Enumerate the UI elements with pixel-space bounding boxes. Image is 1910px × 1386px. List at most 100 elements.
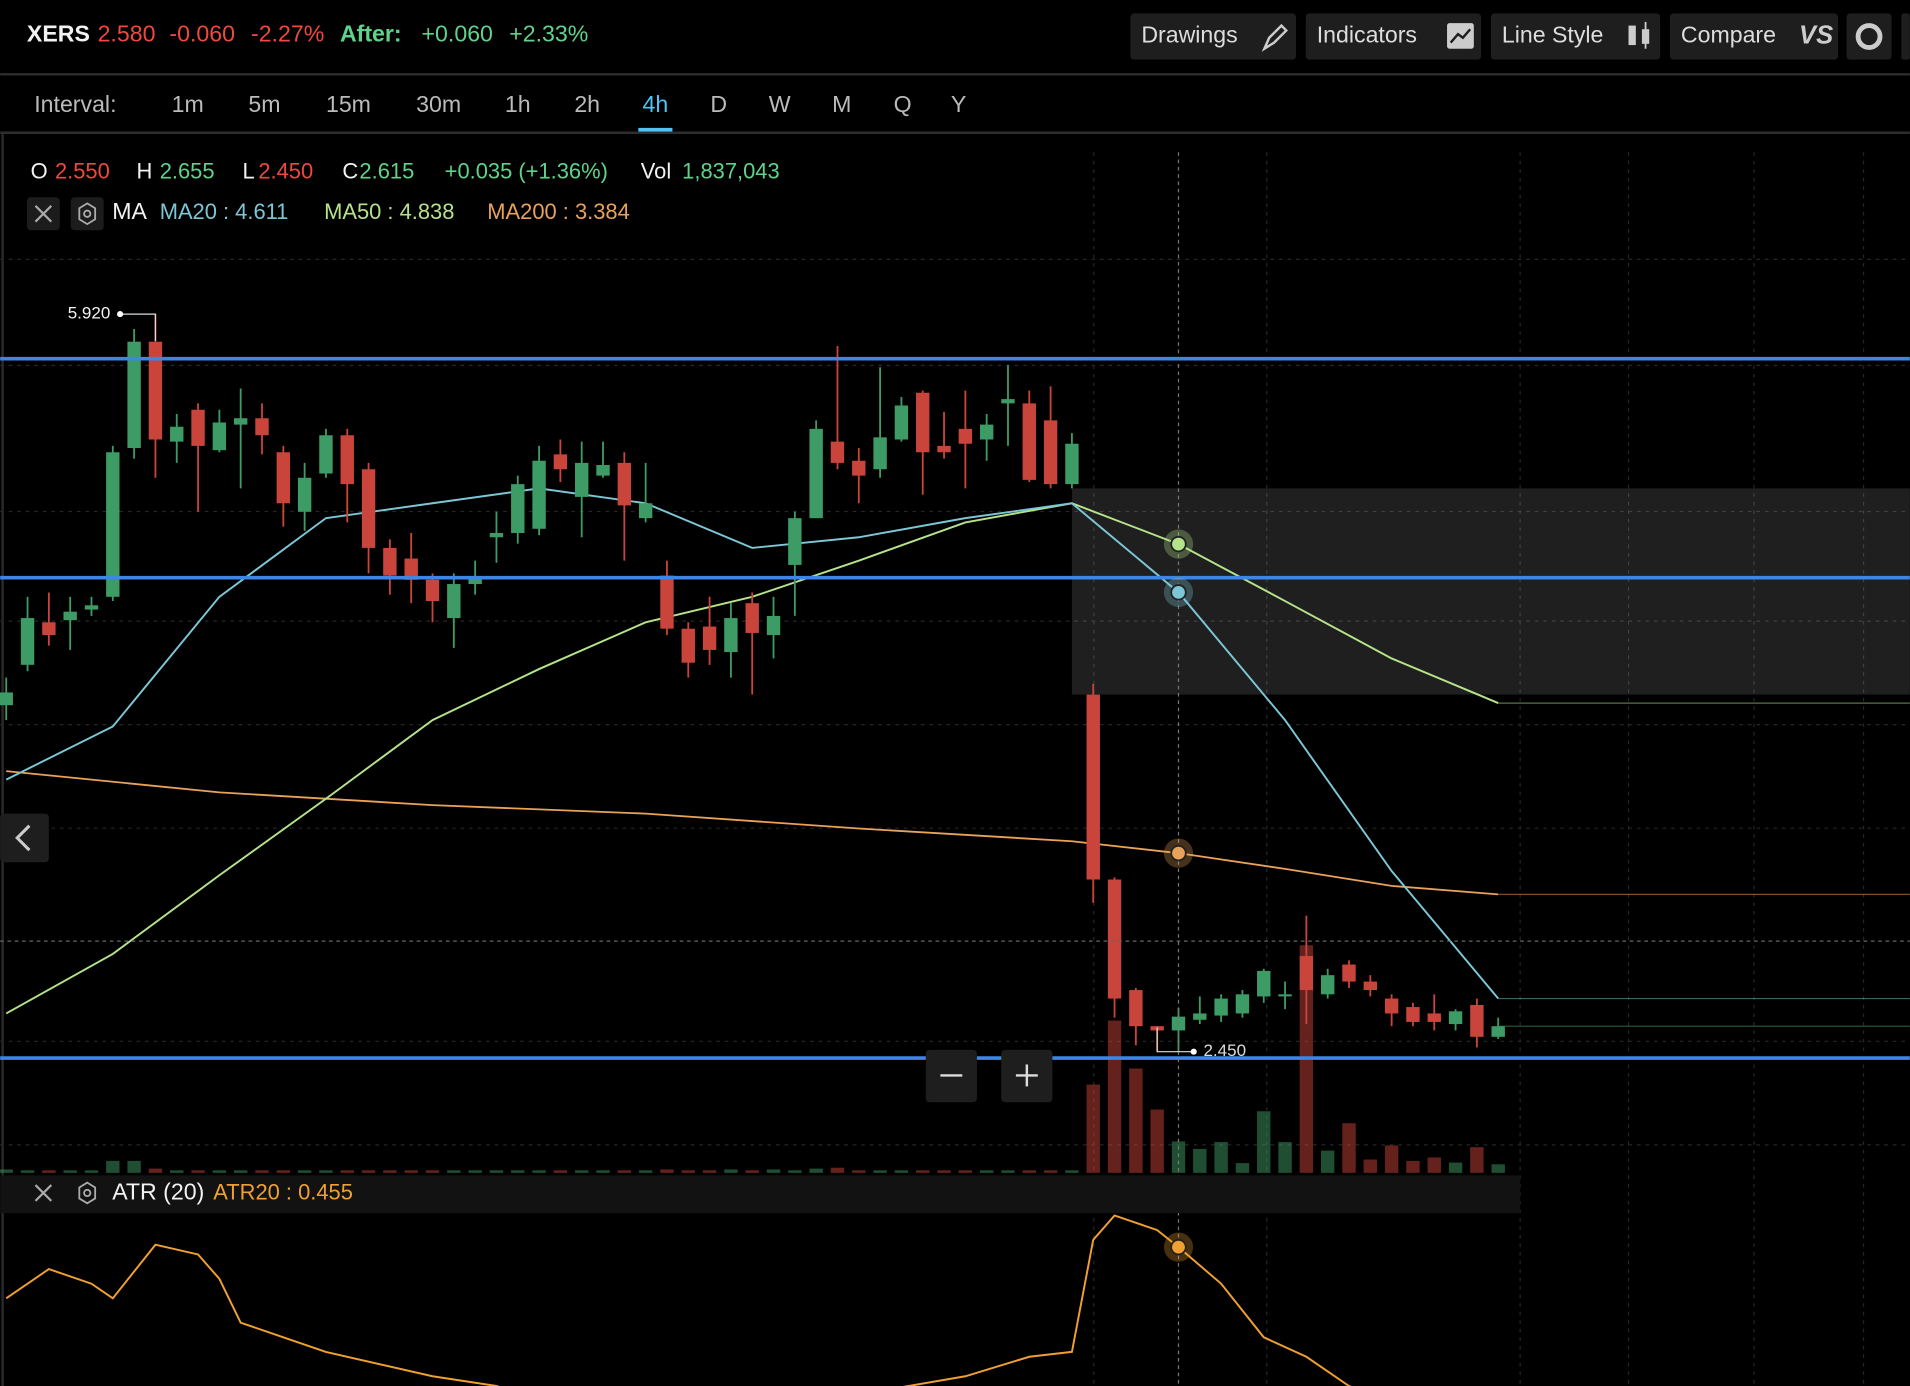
- candle-body: [1214, 998, 1228, 1016]
- ohlc-legend: 2.450: [258, 159, 313, 184]
- toolbar-button[interactable]: [1490, 13, 1661, 60]
- volume-bar: [1406, 1160, 1420, 1173]
- price-change-percent: -2.27%: [251, 20, 324, 46]
- volume-bar: [745, 1170, 759, 1173]
- volume-bar: [383, 1170, 397, 1173]
- interval-option[interactable]: 1h: [505, 91, 531, 117]
- candle-body: [1043, 420, 1058, 485]
- button-label: Line Style: [1502, 22, 1604, 48]
- candle-body: [1320, 975, 1335, 995]
- candle-body: [233, 418, 248, 425]
- volume-bar: [1150, 1109, 1164, 1173]
- volume-bar: [724, 1169, 738, 1173]
- candle-body: [937, 445, 951, 453]
- volume-bar: [617, 1170, 632, 1173]
- candle-body: [979, 424, 994, 440]
- volume-bar: [127, 1160, 141, 1173]
- interval-option[interactable]: Y: [951, 91, 966, 117]
- close-icon[interactable]: [34, 1184, 53, 1202]
- interval-option[interactable]: 1m: [172, 91, 204, 117]
- more-button[interactable]: [1901, 13, 1910, 60]
- volume-bar: [979, 1170, 994, 1173]
- button-label: Indicators: [1317, 22, 1417, 48]
- interval-option[interactable]: Q: [894, 91, 912, 117]
- ohlc-legend: O: [31, 159, 48, 184]
- scroll-left-button[interactable]: [0, 813, 49, 863]
- toolbar-button[interactable]: [1669, 13, 1838, 60]
- interval-option[interactable]: 2h: [574, 91, 600, 117]
- candle-body: [276, 452, 291, 504]
- volume-bar: [1043, 1170, 1058, 1173]
- candle-body: [830, 441, 845, 463]
- volume-bar: [766, 1169, 781, 1173]
- compare-icon: VS: [1799, 21, 1833, 49]
- volume-bar: [1342, 1123, 1356, 1173]
- volume-bar: [553, 1170, 568, 1173]
- volume-bar: [361, 1170, 376, 1173]
- interval-option[interactable]: 5m: [248, 91, 280, 117]
- candle-body: [1235, 994, 1250, 1014]
- candle-body: [20, 618, 35, 665]
- candle-body: [489, 533, 504, 538]
- volume-bar: [1448, 1162, 1463, 1173]
- candle-body: [191, 409, 205, 446]
- candle-body: [404, 558, 418, 580]
- toolbar-button[interactable]: [1130, 13, 1297, 60]
- candle-body: [84, 605, 99, 610]
- candle-body: [916, 392, 930, 453]
- volume-bar: [1491, 1164, 1505, 1173]
- ma-settings-button[interactable]: [70, 197, 104, 231]
- candle-body: [852, 460, 866, 476]
- volume-bar: [1086, 1084, 1100, 1173]
- low-marker-label: 2.450: [1203, 1041, 1246, 1060]
- candle-body: [809, 428, 823, 519]
- close-icon: [34, 205, 53, 223]
- volume-bar: [42, 1170, 56, 1173]
- volume-bar: [276, 1170, 291, 1173]
- toolbar-button[interactable]: [1305, 13, 1482, 60]
- volume-bar: [894, 1170, 909, 1173]
- interval-option[interactable]: 15m: [326, 91, 371, 117]
- candle-body: [596, 465, 610, 476]
- symbol: XERS: [27, 20, 90, 46]
- settings-icon: [83, 1188, 92, 1198]
- candle-body: [42, 622, 56, 636]
- volume-bar: [1129, 1068, 1143, 1173]
- atr-line: [5, 1214, 1353, 1386]
- settings-icon: [78, 202, 97, 226]
- candle-body: [1001, 399, 1015, 404]
- ma200-hover-dot: [1170, 844, 1187, 862]
- ohlc-legend: 2.615: [359, 159, 414, 184]
- candle-body: [319, 435, 333, 474]
- volume-bar: [191, 1170, 205, 1173]
- interval-option[interactable]: 30m: [416, 91, 461, 117]
- candle-body: [212, 422, 227, 451]
- atr-legend: ATR20 : 0.455: [213, 1179, 353, 1204]
- volume-bar: [660, 1169, 674, 1173]
- interval-option[interactable]: M: [832, 91, 851, 117]
- candle-body: [745, 603, 759, 633]
- settings-icon[interactable]: [78, 1181, 97, 1205]
- volume-bar: [596, 1170, 610, 1173]
- interval-option[interactable]: W: [769, 91, 791, 117]
- volume-bar: [20, 1170, 35, 1173]
- candle-icon: [1628, 25, 1636, 46]
- volume-bar: [212, 1170, 227, 1173]
- interval-option[interactable]: 4h: [643, 91, 669, 117]
- ohlc-legend: 2.655: [160, 159, 215, 184]
- overlay: [0, 13, 1910, 1214]
- volume-bar: [681, 1170, 695, 1173]
- ohlc-legend: C: [342, 159, 358, 184]
- settings-button[interactable]: [1846, 13, 1892, 60]
- candle-body: [958, 428, 973, 444]
- ohlc-legend: 1,837,043: [682, 159, 779, 184]
- ma20-line: [5, 487, 1499, 1000]
- ma-legend: MA50 : 4.838: [324, 199, 454, 224]
- volume-bar: [852, 1170, 866, 1173]
- candle-body: [788, 518, 802, 565]
- candle-body: [148, 341, 163, 440]
- candle-body: [511, 484, 525, 534]
- atr-hover-dot: [1170, 1238, 1187, 1256]
- volume-bar: [447, 1170, 461, 1173]
- interval-option[interactable]: D: [710, 91, 727, 117]
